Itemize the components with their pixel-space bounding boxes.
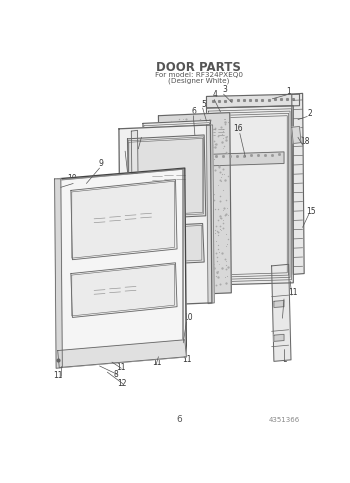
Polygon shape <box>159 113 231 296</box>
Polygon shape <box>58 168 186 368</box>
Polygon shape <box>206 125 214 304</box>
Polygon shape <box>143 120 212 296</box>
Text: 11: 11 <box>152 358 162 368</box>
Polygon shape <box>58 340 186 368</box>
Text: 4: 4 <box>212 90 217 99</box>
Polygon shape <box>119 125 212 307</box>
Polygon shape <box>131 130 139 273</box>
Text: 10: 10 <box>183 313 193 322</box>
Text: 15: 15 <box>306 208 316 216</box>
Text: 8: 8 <box>282 355 287 364</box>
Text: 2: 2 <box>307 109 312 118</box>
Text: 6: 6 <box>176 415 182 425</box>
Text: 16: 16 <box>233 124 243 133</box>
Polygon shape <box>292 127 301 143</box>
Polygon shape <box>71 180 177 260</box>
Text: 1: 1 <box>286 87 291 96</box>
Text: DOOR PARTS: DOOR PARTS <box>156 61 241 74</box>
Polygon shape <box>127 224 204 266</box>
Polygon shape <box>292 93 304 274</box>
Text: 3: 3 <box>223 85 228 94</box>
Polygon shape <box>206 106 293 285</box>
Text: 10: 10 <box>67 174 76 184</box>
Polygon shape <box>55 179 62 368</box>
Text: 11: 11 <box>182 355 192 364</box>
Polygon shape <box>213 152 284 166</box>
Polygon shape <box>206 94 300 108</box>
Text: 11: 11 <box>288 288 298 298</box>
Polygon shape <box>274 300 284 308</box>
Polygon shape <box>272 264 291 361</box>
Polygon shape <box>274 334 284 341</box>
Text: 7: 7 <box>140 129 145 138</box>
Polygon shape <box>127 135 206 220</box>
Text: 18: 18 <box>300 137 310 146</box>
Text: For model: RF324PXEQ0: For model: RF324PXEQ0 <box>155 72 243 78</box>
Text: 11: 11 <box>117 363 126 372</box>
Text: 9: 9 <box>99 159 104 168</box>
Text: 11: 11 <box>53 371 62 381</box>
Text: 17: 17 <box>281 291 290 300</box>
Text: (Designer White): (Designer White) <box>168 77 230 84</box>
Text: 4351366: 4351366 <box>268 417 300 423</box>
Polygon shape <box>71 263 177 317</box>
Text: 12: 12 <box>117 379 127 388</box>
Text: 8: 8 <box>113 370 118 379</box>
Text: 6: 6 <box>192 107 197 115</box>
Text: 8: 8 <box>124 142 129 151</box>
Text: 5: 5 <box>202 99 206 109</box>
